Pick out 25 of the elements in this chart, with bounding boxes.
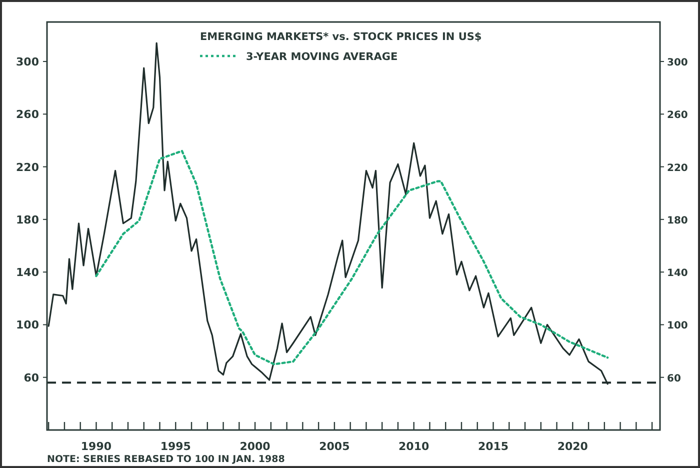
y-tick-label: 180 xyxy=(16,213,40,226)
y2-tick-label: 260 xyxy=(667,110,688,122)
line-series xyxy=(95,150,609,366)
y2-tick-label: 300 xyxy=(667,57,688,68)
x-tick-label: 1990 xyxy=(80,440,112,453)
y2-tick-label: 220 xyxy=(667,162,688,174)
text: EMERGING MARKETS* vs. STOCK PRICES IN US$ xyxy=(200,31,482,43)
x-tick-label: 2015 xyxy=(478,440,509,453)
x-tick-label: 2010 xyxy=(398,440,430,453)
x-tick-label: 2005 xyxy=(319,440,350,453)
x-tick-label: 2020 xyxy=(557,440,588,453)
y2-tick-label: 60 xyxy=(667,373,681,384)
x-tick-label: 1995 xyxy=(160,440,191,453)
y-tick-label: 60 xyxy=(24,371,40,384)
y-tick-label: 260 xyxy=(16,108,40,122)
x-tick-label: 2000 xyxy=(240,440,271,453)
y2-tick-label: 140 xyxy=(667,268,688,280)
y-tick-label: 300 xyxy=(16,55,40,68)
y2-tick-label: 180 xyxy=(667,215,688,226)
y2-tick-label: 100 xyxy=(667,320,688,332)
y-tick-label: 140 xyxy=(16,266,40,280)
y-tick-label: 100 xyxy=(16,318,40,332)
text: NOTE: SERIES REBASED TO 100 IN JAN. 1988 xyxy=(47,454,286,465)
legend-label: 3-YEAR MOVING AVERAGE xyxy=(246,51,398,63)
y-tick-label: 220 xyxy=(16,160,40,174)
